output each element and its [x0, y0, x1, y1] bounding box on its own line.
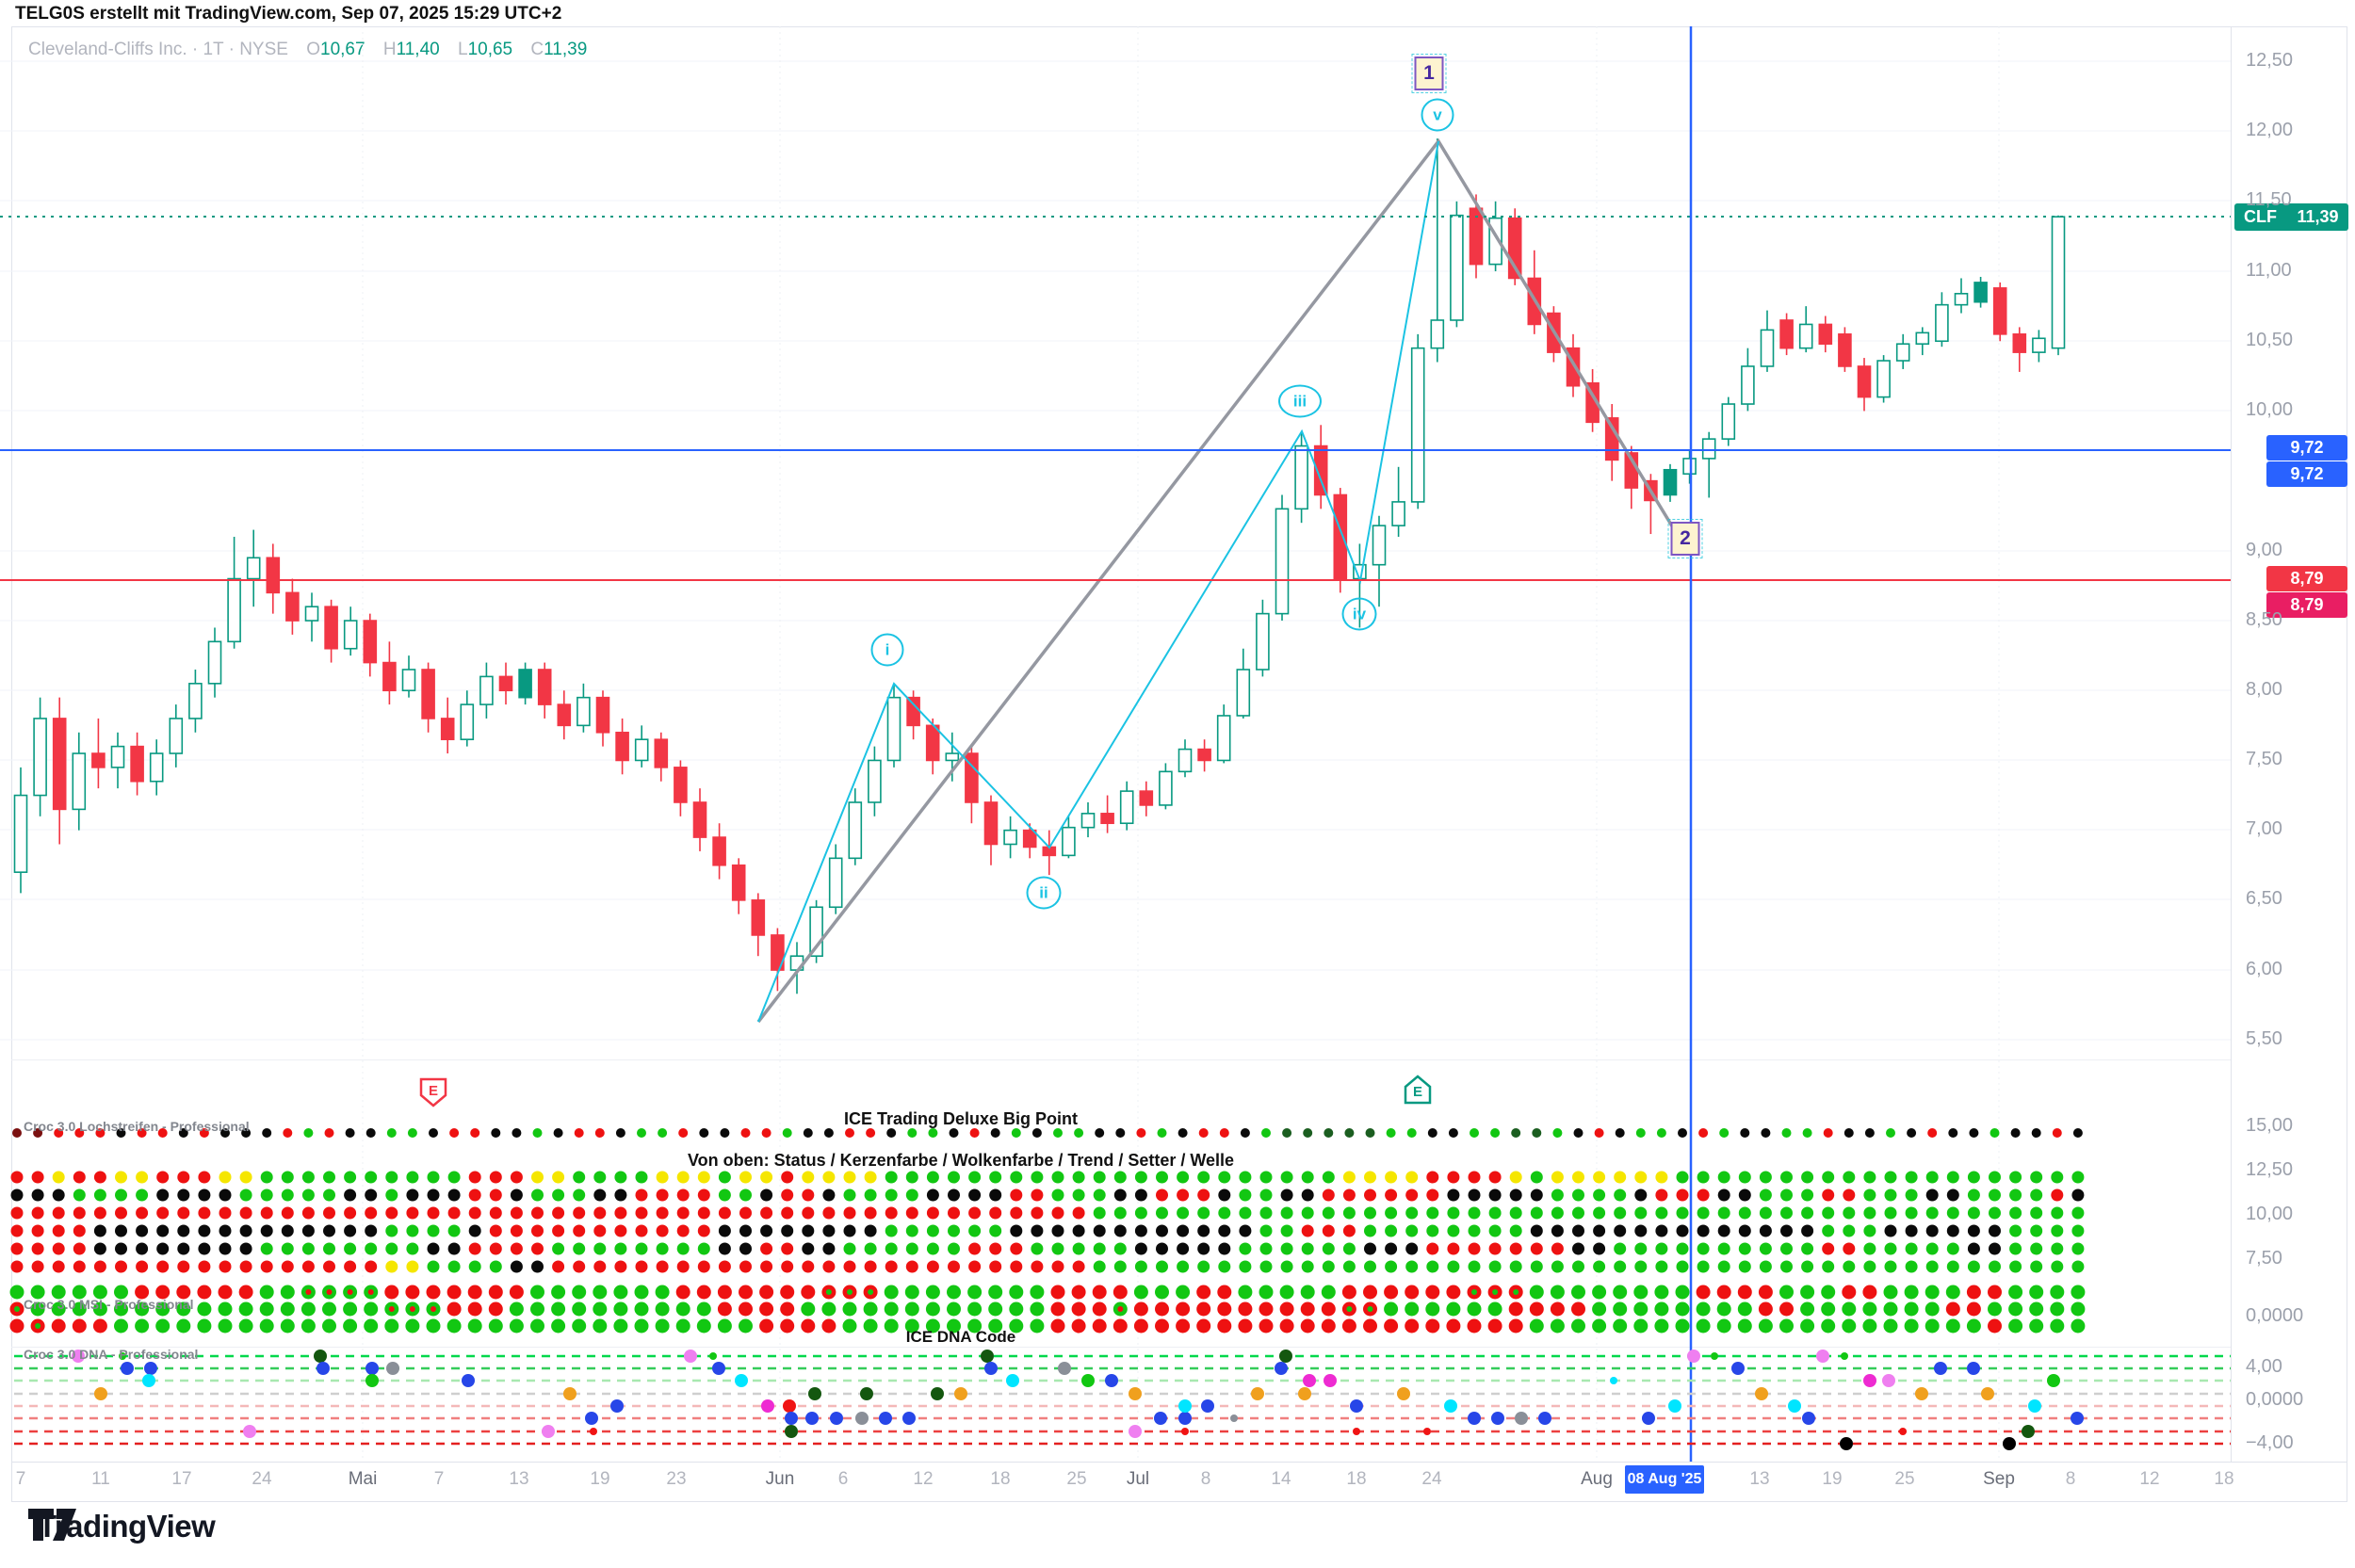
price-axis-divider	[2231, 26, 2232, 1462]
time-axis-label: 7	[433, 1469, 445, 1489]
time-axis-label: 13	[509, 1469, 529, 1489]
price-axis-label: 5,50	[2246, 1028, 2282, 1049]
symbol-legend[interactable]: Cleveland-Cliffs Inc. · 1T · NYSE O10,67…	[28, 40, 587, 60]
price-axis-label: 4,00	[2246, 1356, 2282, 1377]
bigpoint-heading: ICE Trading Deluxe Big Point	[843, 1109, 1079, 1128]
price-axis-label: 10,00	[2246, 1204, 2294, 1224]
time-axis-label: Sep	[1983, 1469, 2015, 1489]
time-axis-label: 18	[990, 1469, 1011, 1489]
time-axis-label: 8	[1200, 1469, 1211, 1489]
msi-indicator-title[interactable]: Croc 3.0 MSI - Professional	[24, 1297, 194, 1312]
export-watermark: TELG0S erstellt mit TradingView.com, Sep…	[15, 4, 562, 24]
pink-line-price-badge[interactable]: 8,79	[2266, 592, 2347, 618]
elliott-wave-label-i[interactable]: i	[870, 633, 904, 667]
time-axis-label: 8	[2065, 1469, 2076, 1489]
price-axis-label: 12,50	[2246, 1159, 2294, 1180]
time-axis-label: Mai	[348, 1469, 378, 1489]
price-axis-label: 15,00	[2246, 1115, 2294, 1136]
elliott-wave-label-ii[interactable]: ii	[1026, 876, 1062, 910]
price-axis-label: 8,50	[2246, 609, 2282, 630]
price-axis-label: 11,00	[2246, 260, 2292, 281]
pane-separator-1[interactable]	[11, 1059, 2231, 1060]
low-label: L	[458, 40, 468, 59]
dna-code-heading: ICE DNA Code	[905, 1328, 1016, 1346]
time-axis-label: 14	[1271, 1469, 1291, 1489]
open-label: O	[306, 40, 321, 59]
last-price-value: 11,39	[2297, 207, 2339, 226]
red-line-price-badge[interactable]: 8,79	[2266, 566, 2347, 591]
price-axis-label: 0,0000	[2246, 1389, 2304, 1410]
vonoben-heading: Von oben: Status / Kerzenfarbe / Wolkenf…	[687, 1151, 1235, 1170]
close-value: 11,39	[544, 40, 588, 59]
tradingview-logo-icon	[28, 1509, 76, 1541]
price-axis-label: 7,50	[2246, 749, 2282, 769]
price-axis-label: 8,00	[2246, 679, 2282, 700]
price-axis-label: 11,50	[2246, 189, 2292, 210]
open-value: 10,67	[320, 40, 365, 59]
dna-indicator-title[interactable]: Croc 3.0 DNA - Professional	[24, 1347, 199, 1362]
wave-number-box-1[interactable]: 1	[1411, 54, 1447, 93]
elliott-wave-label-v[interactable]: v	[1421, 98, 1454, 132]
high-value: 11,40	[396, 40, 440, 59]
price-axis-label: 10,00	[2246, 399, 2294, 420]
time-axis-label: 12	[913, 1469, 934, 1489]
price-axis-label: 12,50	[2246, 50, 2294, 71]
price-axis-label: 6,00	[2246, 959, 2282, 979]
price-axis-label: 7,50	[2246, 1248, 2282, 1269]
last-price-symbol: CLF	[2244, 207, 2277, 226]
time-axis-label: 17	[171, 1469, 192, 1489]
time-axis-label: 18	[1346, 1469, 1367, 1489]
time-axis-label: 18	[2214, 1469, 2234, 1489]
time-axis-divider	[11, 1462, 2347, 1463]
time-axis-label: 11	[91, 1469, 110, 1489]
high-label: H	[382, 40, 397, 59]
time-axis-label: 19	[1822, 1469, 1843, 1489]
elliott-wave-label-iii[interactable]: iii	[1278, 384, 1322, 418]
price-axis-label: 7,00	[2246, 818, 2282, 839]
price-axis-label: 0,0000	[2246, 1305, 2304, 1326]
pane-separator-2[interactable]	[11, 1347, 2231, 1348]
wave-number-box-2[interactable]: 2	[1667, 519, 1703, 558]
time-axis-label: 24	[252, 1469, 272, 1489]
chart-plot-area[interactable]	[0, 26, 2231, 1462]
time-axis-label: 24	[1421, 1469, 1442, 1489]
time-axis-label: 12	[2139, 1469, 2160, 1489]
symbol-description: Cleveland-Cliffs Inc. · 1T · NYSE	[28, 40, 288, 59]
blue-line-price-badge-2[interactable]: 9,72	[2266, 461, 2347, 487]
tradingview-logo[interactable]: TradingView	[28, 1509, 216, 1544]
time-axis-label: Jun	[765, 1469, 795, 1489]
price-axis-label: 12,00	[2246, 120, 2294, 140]
svg-text:E: E	[429, 1083, 438, 1099]
low-value: 10,65	[467, 40, 513, 59]
time-axis-label: 19	[590, 1469, 610, 1489]
price-axis-label: 6,50	[2246, 888, 2282, 909]
svg-text:E: E	[1413, 1084, 1422, 1100]
vline-date-badge[interactable]: 08 Aug '25	[1625, 1465, 1704, 1494]
time-axis-label: 13	[1749, 1469, 1770, 1489]
price-axis-label: 10,50	[2246, 330, 2294, 350]
price-axis-label: −4,00	[2246, 1432, 2294, 1453]
time-axis-label: 6	[837, 1469, 849, 1489]
time-axis-label: 23	[666, 1469, 687, 1489]
event-badge-icon-down[interactable]: E	[419, 1077, 447, 1107]
price-axis-label: 9,00	[2246, 540, 2282, 560]
time-axis-label: 25	[1066, 1469, 1087, 1489]
last-price-badge[interactable]: CLF 11,39	[2234, 203, 2348, 231]
time-axis-label: Jul	[1126, 1469, 1150, 1489]
time-axis-label: Aug	[1581, 1469, 1613, 1489]
event-badge-icon-up[interactable]: E	[1404, 1075, 1432, 1105]
time-axis-label: 7	[15, 1469, 26, 1489]
close-label: C	[530, 40, 544, 59]
time-axis-label: 25	[1894, 1469, 1915, 1489]
pane2-indicator-title[interactable]: Croc 3.0 Lochstreifen - Professional	[24, 1119, 250, 1134]
blue-line-price-badge-1[interactable]: 9,72	[2266, 435, 2347, 461]
elliott-wave-label-iv[interactable]: iv	[1341, 597, 1377, 631]
